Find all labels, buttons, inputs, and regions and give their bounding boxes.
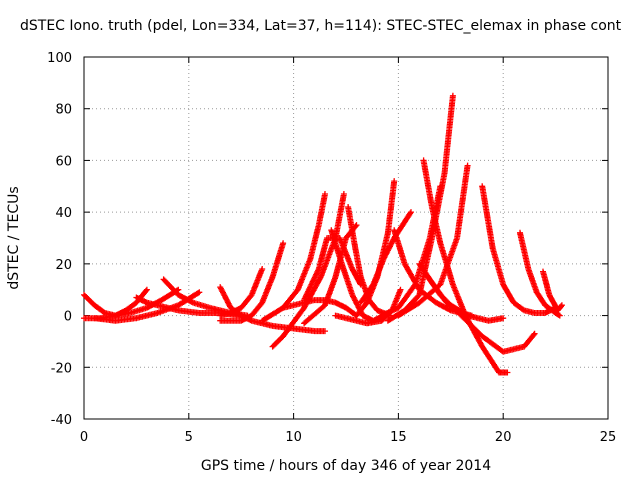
- series-pass27: [517, 229, 563, 319]
- y-tick-label: 60: [55, 154, 72, 169]
- series-pass26: [479, 183, 559, 316]
- series-pass9: [259, 191, 328, 324]
- series-markers: [422, 271, 507, 324]
- series-pass23: [395, 162, 471, 319]
- x-tick-label: 10: [285, 430, 302, 445]
- y-tick-label: 0: [64, 310, 72, 325]
- series-pass18: [357, 209, 414, 306]
- series-markers: [357, 209, 414, 306]
- y-tick-label: -40: [51, 413, 72, 428]
- series-markers: [540, 268, 565, 314]
- y-tick-label: 20: [55, 258, 72, 273]
- x-tick-label: 20: [495, 430, 512, 445]
- series-pass8: [217, 284, 328, 335]
- y-tick-label: -20: [51, 361, 72, 376]
- series-pass28: [540, 268, 565, 314]
- x-tick-label: 5: [185, 430, 193, 445]
- y-axis-label: dSTEC / TECUs: [6, 186, 22, 289]
- axis-ticks: 0 5 10 15 20 25 -40 -20 0 20 40 60 80 100: [47, 51, 616, 445]
- chart-title: dSTEC Iono. truth (pdel, Lon=334, Lat=37…: [20, 18, 622, 34]
- y-tick-label: 80: [55, 103, 72, 118]
- series-markers: [395, 162, 471, 319]
- series-markers: [259, 191, 328, 324]
- plot-frame: [83, 56, 609, 420]
- series-pass25: [422, 271, 507, 324]
- series-markers: [384, 92, 456, 324]
- x-axis-label: GPS time / hours of day 346 of year 2014: [201, 458, 491, 474]
- x-tick-label: 25: [600, 430, 617, 445]
- y-tick-label: 40: [55, 206, 72, 221]
- y-tick-label: 100: [47, 51, 72, 66]
- data-series: [81, 92, 565, 376]
- series-markers: [217, 284, 328, 335]
- x-tick-label: 0: [80, 430, 88, 445]
- series-markers: [517, 229, 563, 319]
- x-tick-label: 15: [390, 430, 407, 445]
- series-markers: [479, 183, 559, 316]
- series-pass22: [384, 92, 456, 324]
